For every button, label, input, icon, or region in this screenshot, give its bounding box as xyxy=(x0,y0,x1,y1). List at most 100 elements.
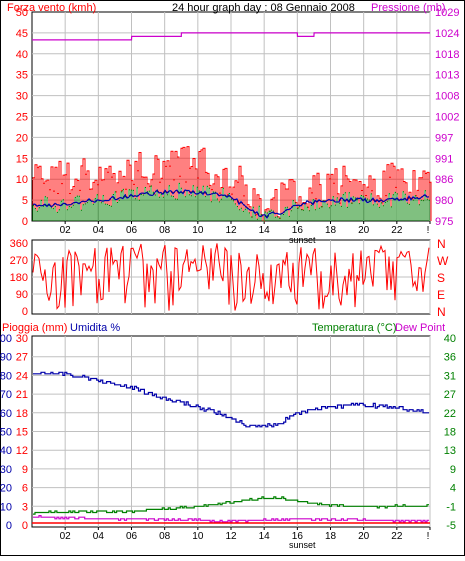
rain-tick-label: 40 xyxy=(0,445,12,457)
wind-x-label: 04 xyxy=(93,225,105,236)
wind-tick-label: 10 xyxy=(16,174,28,186)
compass-tick-label: S xyxy=(437,271,445,285)
temp-x-label: 08 xyxy=(159,531,171,542)
rain-tick-label: 50 xyxy=(0,427,12,439)
wind-tick-label: 0 xyxy=(22,216,28,228)
humidity-axis-title: Umidita % xyxy=(70,322,120,334)
wind-tick-label: 25 xyxy=(16,112,28,124)
humidity-tick-label: 21 xyxy=(16,389,28,401)
wind-x-label: 06 xyxy=(126,225,138,236)
direction-tick-label: 270 xyxy=(10,255,28,267)
wind-tick-label: 45 xyxy=(16,28,28,40)
temp-x-label: 14 xyxy=(259,531,271,542)
direction-tick-label: 360 xyxy=(10,238,28,250)
temp-x-label: 18 xyxy=(325,531,337,542)
rain-tick-label: 90 xyxy=(0,352,12,364)
humidity-tick-label: 9 xyxy=(22,464,28,476)
rain-tick-label: 30 xyxy=(0,464,12,476)
humidity-tick-label: 6 xyxy=(22,483,28,495)
wind-tick-label: 30 xyxy=(16,91,28,103)
direction-tick-label: 0 xyxy=(22,306,28,318)
pressure-tick-label: 980 xyxy=(435,195,453,207)
wind-tick-label: 40 xyxy=(16,49,28,61)
wind-tick-label: 50 xyxy=(16,7,28,19)
rain-axis-title: Pioggia (mm) xyxy=(2,322,67,334)
wind-x-label: 18 xyxy=(325,225,337,236)
temperature-tick-label: 22 xyxy=(444,408,456,420)
pressure-tick-label: 1024 xyxy=(435,28,459,40)
wind-data xyxy=(32,32,432,222)
chart-title: 24 hour graph day : 08 Gennaio 2008 xyxy=(172,2,355,14)
humidity-tick-label: 15 xyxy=(16,427,28,439)
temp-grid xyxy=(32,336,431,530)
temperature-tick-label: 40 xyxy=(444,333,456,345)
sunset-label: sunset xyxy=(289,235,316,245)
temperature-tick-label: -1 xyxy=(446,501,456,513)
humidity-tick-label: 30 xyxy=(16,333,28,345)
rain-tick-label: 20 xyxy=(0,483,12,495)
wind-tick-label: 15 xyxy=(16,153,28,165)
wind-x-label: 14 xyxy=(259,225,271,236)
compass-tick-label: N xyxy=(437,237,446,251)
pressure-tick-label: 1029 xyxy=(435,7,459,19)
temp-x-label: 22 xyxy=(391,531,403,542)
wind-x-label: 08 xyxy=(159,225,171,236)
compass-tick-label: W xyxy=(437,254,449,268)
temp-x-label: ! xyxy=(427,531,430,542)
temp-data xyxy=(32,371,430,524)
wind-x-label: 22 xyxy=(391,225,403,236)
rain-tick-label: 80 xyxy=(0,370,12,382)
compass-tick-label: E xyxy=(437,288,445,302)
temp-x-label: 02 xyxy=(60,531,72,542)
rain-tick-label: 10 xyxy=(0,501,12,513)
pressure-line xyxy=(32,32,430,41)
direction-line xyxy=(32,243,430,311)
compass-tick-label: N xyxy=(437,305,446,319)
temperature-axis-title: Temperatura (°C) xyxy=(312,322,396,334)
pressure-tick-label: 1002 xyxy=(435,112,459,124)
temperature-tick-label: 4 xyxy=(450,483,456,495)
temp-x-label: 04 xyxy=(93,531,105,542)
humidity-line xyxy=(33,371,429,428)
wind-x-label: 02 xyxy=(60,225,72,236)
pressure-tick-label: 1008 xyxy=(435,91,459,103)
dew-axis-title: Dew Point xyxy=(395,322,445,334)
rain-tick-label: 60 xyxy=(0,408,12,420)
direction-data xyxy=(32,243,430,311)
wind-x-label: ! xyxy=(427,225,430,236)
wind-x-label: 10 xyxy=(192,225,204,236)
rain-tick-label: 0 xyxy=(6,520,12,532)
temp-x-label: 12 xyxy=(225,531,237,542)
sunset-label-2: sunset xyxy=(289,540,316,550)
temperature-tick-label: 9 xyxy=(450,464,456,476)
temperature-line xyxy=(33,496,429,515)
wind-axis-title: Forza vento (kmh) xyxy=(7,2,96,14)
average-wind-line xyxy=(32,188,430,220)
pressure-tick-label: 986 xyxy=(435,174,453,186)
rain-tick-label: 70 xyxy=(0,389,12,401)
temp-x-label: 06 xyxy=(126,531,138,542)
temperature-tick-label: -5 xyxy=(446,520,456,532)
pressure-tick-label: 1013 xyxy=(435,70,459,82)
humidity-tick-label: 0 xyxy=(22,520,28,532)
dew-point-line xyxy=(33,515,429,523)
direction-tick-label: 180 xyxy=(10,272,28,284)
humidity-tick-label: 12 xyxy=(16,445,28,457)
pressure-axis-title: Pressione (mb) xyxy=(371,2,446,14)
temp-x-label: 10 xyxy=(192,531,204,542)
wind-x-label: 16 xyxy=(292,225,304,236)
wind-tick-label: 35 xyxy=(16,70,28,82)
temperature-tick-label: 27 xyxy=(444,389,456,401)
pressure-tick-label: 975 xyxy=(435,216,453,228)
humidity-tick-label: 27 xyxy=(16,352,28,364)
wind-tick-label: 5 xyxy=(22,195,28,207)
pressure-tick-label: 991 xyxy=(435,153,453,165)
temperature-tick-label: 18 xyxy=(444,427,456,439)
temp-x-label: 20 xyxy=(358,531,370,542)
wind-tick-label: 20 xyxy=(16,132,28,144)
rain-tick-label: 100 xyxy=(0,333,12,345)
direction-tick-label: 90 xyxy=(16,289,28,301)
humidity-tick-label: 18 xyxy=(16,408,28,420)
